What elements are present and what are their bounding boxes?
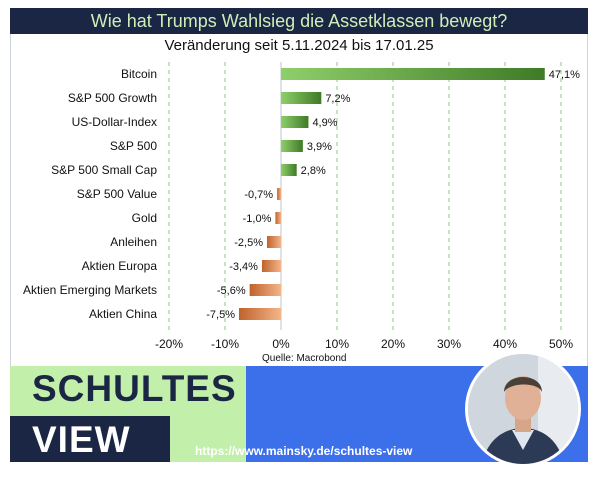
x-tick-label: 50%	[549, 337, 573, 351]
bar	[239, 308, 281, 320]
value-label: 7,2%	[325, 93, 350, 105]
category-label: Aktien Europa	[82, 259, 158, 273]
bar	[281, 164, 297, 176]
category-label: Gold	[132, 211, 157, 225]
value-label: -2,5%	[234, 237, 263, 249]
bar	[267, 236, 281, 248]
brand-line2: VIEW	[32, 419, 131, 460]
brand-line1: SCHULTES	[32, 368, 237, 409]
bar	[277, 188, 281, 200]
chart-subtitle: Veränderung seit 5.11.2024 bis 17.01.25	[164, 37, 434, 54]
bar	[281, 92, 322, 104]
category-label: S&P 500 Value	[77, 187, 158, 201]
bar	[249, 284, 281, 296]
category-label: Bitcoin	[121, 67, 157, 81]
x-tick-label: -10%	[211, 337, 239, 351]
value-label: 3,9%	[307, 141, 332, 153]
value-label: -3,4%	[229, 261, 258, 273]
author-portrait	[465, 351, 581, 467]
bar	[275, 212, 281, 224]
category-label: S&P 500 Growth	[68, 91, 157, 105]
x-tick-label: 0%	[272, 337, 290, 351]
category-label: S&P 500 Small Cap	[51, 163, 157, 177]
source-note: Quelle: Macrobond	[262, 353, 347, 364]
value-label: -0,7%	[244, 189, 273, 201]
category-label: US-Dollar-Index	[72, 115, 157, 129]
x-tick-label: 30%	[437, 337, 461, 351]
x-tick-label: 10%	[325, 337, 349, 351]
bar	[281, 68, 545, 80]
x-tick-label: -20%	[155, 337, 183, 351]
bar	[261, 260, 281, 272]
value-label: -5,6%	[217, 285, 246, 297]
value-label: 47,1%	[549, 69, 580, 81]
bar	[281, 116, 309, 128]
bar	[281, 140, 303, 152]
value-label: -7,5%	[206, 309, 235, 321]
x-tick-label: 40%	[493, 337, 517, 351]
value-label: 4,9%	[312, 117, 337, 129]
chart-title: Wie hat Trumps Wahlsieg die Assetklassen…	[10, 8, 588, 34]
brand-view-box	[10, 416, 170, 462]
category-label: Aktien Emerging Markets	[23, 283, 157, 297]
x-tick-label: 20%	[381, 337, 405, 351]
value-label: 2,8%	[301, 165, 326, 177]
category-label: Aktien China	[89, 307, 157, 321]
category-label: S&P 500	[110, 139, 157, 153]
footer-url-link[interactable]: https://www.mainsky.de/schultes-view	[195, 444, 413, 458]
category-label: Anleihen	[110, 235, 157, 249]
value-label: -1,0%	[243, 213, 272, 225]
